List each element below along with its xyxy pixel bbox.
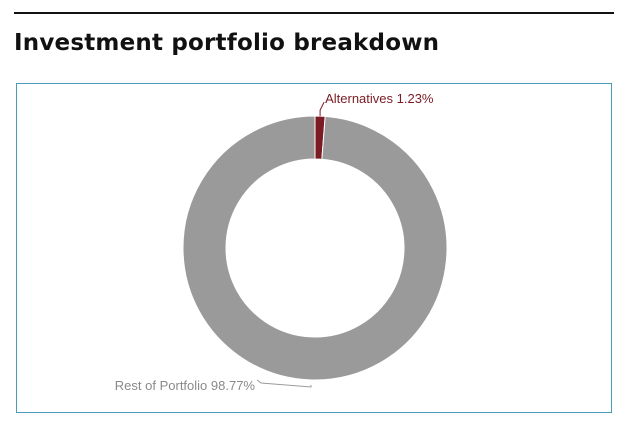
donut-chart: Alternatives 1.23% Rest of Portfolio 98.7… xyxy=(115,91,448,393)
slice-rest-of-portfolio xyxy=(182,115,448,381)
leader-line-rest-of-portfolio xyxy=(256,379,312,388)
chart-frame: Alternatives 1.23% Rest of Portfolio 98.7… xyxy=(16,83,612,413)
slice-labels: Alternatives 1.23% Rest of Portfolio 98.7… xyxy=(115,91,434,393)
top-divider xyxy=(14,12,614,14)
donut-slices xyxy=(182,115,448,381)
label-rest-of-portfolio: Rest of Portfolio 98.77% xyxy=(115,378,256,393)
label-leaders xyxy=(256,101,325,388)
leader-line-alternatives xyxy=(319,101,325,117)
label-alternatives: Alternatives 1.23% xyxy=(325,91,434,106)
page-title: Investment portfolio breakdown xyxy=(14,30,440,56)
